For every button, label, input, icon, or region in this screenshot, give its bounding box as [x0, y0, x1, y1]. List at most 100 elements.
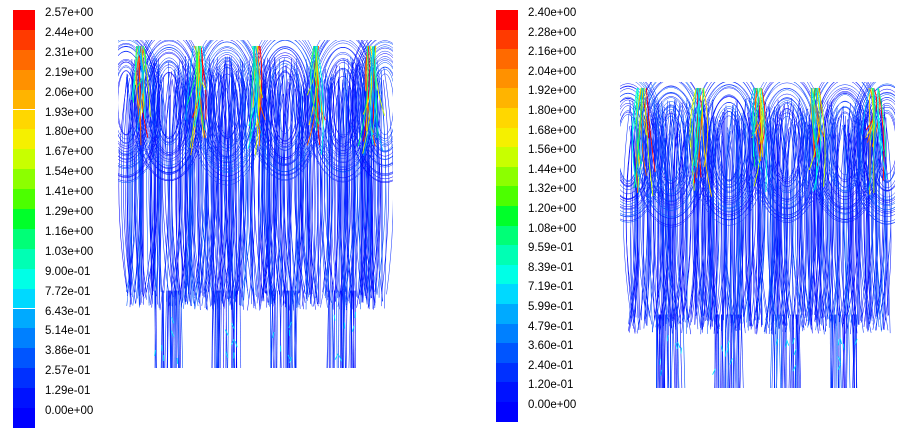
vortex-line: [118, 40, 158, 176]
vortex-line: [852, 82, 895, 222]
streamline: [636, 109, 647, 318]
legend-label: 1.93e+00: [45, 106, 94, 119]
outlet-streamline: [835, 314, 838, 389]
streamline: [734, 132, 739, 329]
outlet-streamline: [680, 347, 683, 354]
streamline: [162, 72, 174, 298]
outlet-streamline: [217, 290, 220, 369]
inlet-jet: [758, 87, 763, 145]
vortex-line: [768, 100, 806, 194]
streamline: [171, 76, 176, 299]
streamline: [175, 76, 181, 305]
outlet-streamline: [793, 348, 797, 356]
legend-swatch: [13, 10, 35, 30]
outlet-streamline: [720, 314, 722, 389]
outlet-streamline: [724, 314, 727, 389]
legend-label: 4.79e-01: [528, 320, 574, 333]
legend-swatch: [13, 328, 35, 349]
inlet-jet: [369, 45, 375, 145]
inlet-jet: [315, 45, 322, 113]
vortex-line: [620, 82, 665, 223]
streamline: [754, 106, 765, 323]
outlet-streamline: [798, 314, 801, 389]
legend-right: 2.40e+00 2.28e+00 2.16e+00 2.04e+00 1.92e+00…: [496, 7, 586, 422]
outlet-streamline: [836, 314, 839, 389]
outlet-streamline: [180, 290, 183, 369]
legend-label: 1.29e+00: [45, 206, 94, 218]
streamline: [174, 86, 178, 306]
outlet-streamline: [289, 356, 292, 364]
vortex-line: [370, 66, 393, 146]
legend-swatch: [496, 206, 518, 226]
vortex-line: [718, 110, 740, 181]
vortex-line: [265, 56, 305, 151]
streamline: [671, 102, 681, 317]
legend-swatch: [13, 388, 35, 408]
vortex-line: [850, 82, 895, 225]
inlet-jet: [751, 87, 763, 173]
legend-swatch: [13, 408, 35, 428]
legend-swatch: [496, 323, 518, 344]
vortex-line: [753, 82, 821, 219]
outlet-streamline: [724, 350, 727, 357]
streamline: [229, 77, 234, 309]
vortex-line: [820, 88, 870, 210]
inlet-jet: [815, 87, 825, 138]
vortex-line: [139, 40, 199, 175]
outlet-streamline: [735, 314, 738, 389]
outlet-streamline: [271, 290, 275, 369]
vortex-line: [261, 48, 309, 165]
vortex-line: [823, 91, 867, 200]
legend-label: 2.16e+00: [528, 46, 577, 59]
streamline: [228, 89, 237, 297]
streamline: [158, 84, 162, 308]
vortex-line: [874, 104, 895, 182]
vortex-line: [777, 115, 797, 179]
streamline: [306, 68, 311, 304]
outlet-streamline: [231, 290, 234, 369]
streamline: [164, 71, 177, 297]
streamline: [329, 64, 337, 310]
legend-label: 2.06e+00: [45, 86, 94, 99]
streamline: [380, 70, 387, 309]
streamline: [831, 128, 843, 322]
streamline: [175, 86, 185, 302]
vortex-line: [326, 59, 360, 155]
outlet-streamline: [666, 314, 669, 389]
legend-label: 7.72e-01: [45, 285, 91, 298]
outlet-streamline: [155, 290, 157, 369]
streamline: [273, 62, 276, 304]
outlet-streamline: [682, 314, 686, 389]
outlet-streamline: [660, 369, 662, 376]
streamline: [803, 114, 810, 321]
outlet-streamline: [784, 314, 786, 389]
streamline: [640, 127, 653, 325]
vortex-line: [620, 103, 644, 186]
vortex-line: [833, 111, 857, 183]
legend-label: 2.31e+00: [45, 46, 94, 59]
legend-swatch: [496, 29, 518, 50]
inlet-jet: [136, 45, 147, 88]
streamline: [829, 107, 838, 332]
streamline: [747, 115, 751, 331]
streamline: [291, 93, 299, 296]
streamline: [790, 127, 797, 320]
streamline: [321, 69, 328, 301]
outlet-streamline: [173, 290, 175, 369]
streamline: [229, 56, 234, 310]
inlet-jet: [363, 45, 374, 156]
streamline: [675, 114, 685, 319]
outlet-streamline: [334, 353, 339, 360]
streamline: [702, 112, 709, 333]
outlet-streamline: [348, 290, 352, 369]
vortex-line: [752, 82, 822, 219]
vortex-line: [711, 102, 747, 193]
outlet-streamline: [169, 290, 172, 369]
inlet-jet: [142, 45, 151, 117]
streamline: [849, 133, 859, 317]
vortex-line: [857, 82, 895, 211]
legend-label: 2.40e+00: [528, 7, 577, 19]
vortex-line: [118, 43, 149, 161]
legend-swatch: [13, 69, 35, 90]
streamline: [879, 98, 885, 330]
